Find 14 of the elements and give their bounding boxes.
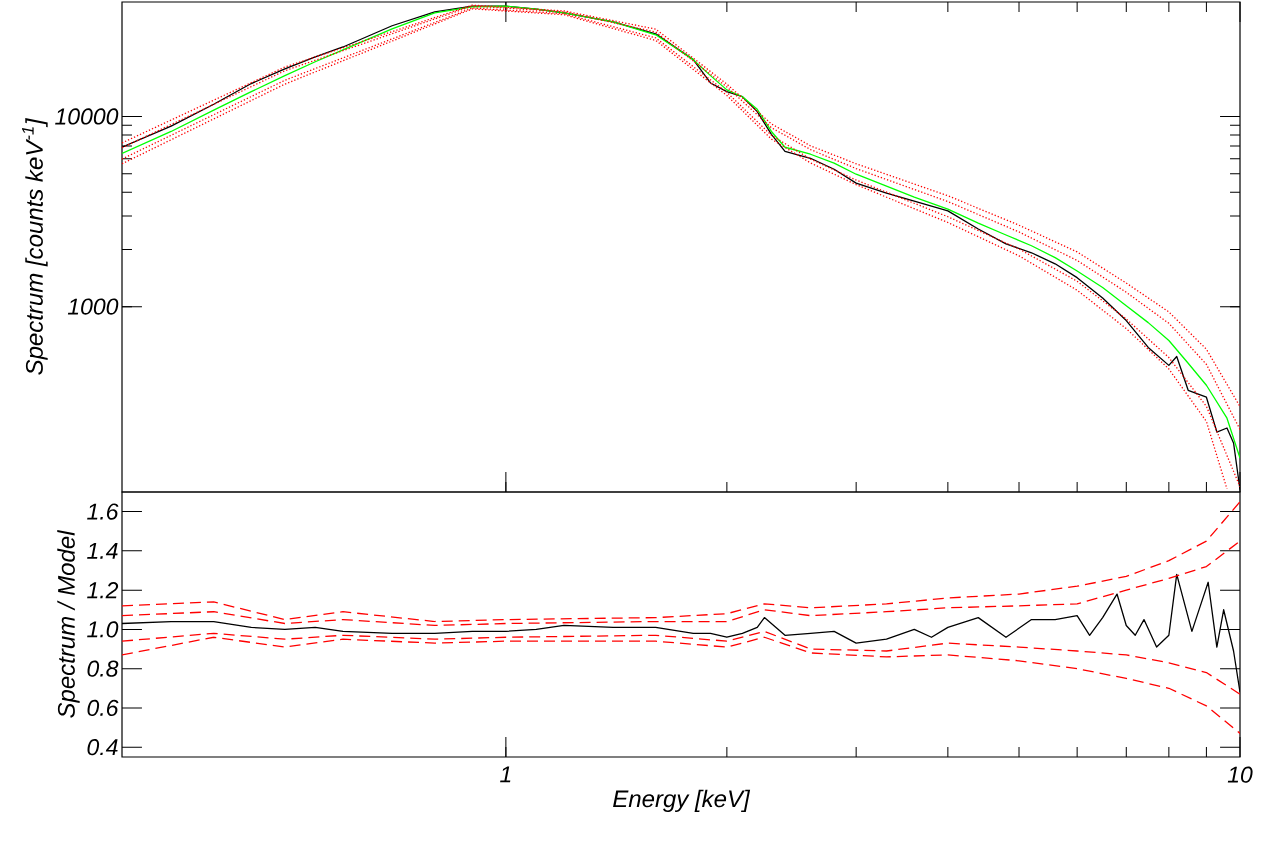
y-tick-label: 0.8 [87,660,119,677]
y-tick-label: 1.2 [87,582,119,599]
y-tick-label: 1.6 [87,503,119,520]
y-tick-label: 0.6 [87,699,119,717]
y-axis-title: Spectrum / Model [57,529,80,718]
y-axis-title: Spectrum [counts keV$^{-1}$] [22,118,48,375]
y-tick-label: 1000 [67,298,119,315]
y-tick-label: 1.4 [87,542,118,559]
x-tick-label: 10 [1227,766,1253,783]
y-tick-label: 1.0 [87,621,119,638]
x-axis-title: Energy [keV] [613,789,751,813]
x-tick-label: 1 [500,766,511,783]
y-tick-label: 0.4 [87,739,118,756]
y-tick-label: 10000 [55,108,119,125]
